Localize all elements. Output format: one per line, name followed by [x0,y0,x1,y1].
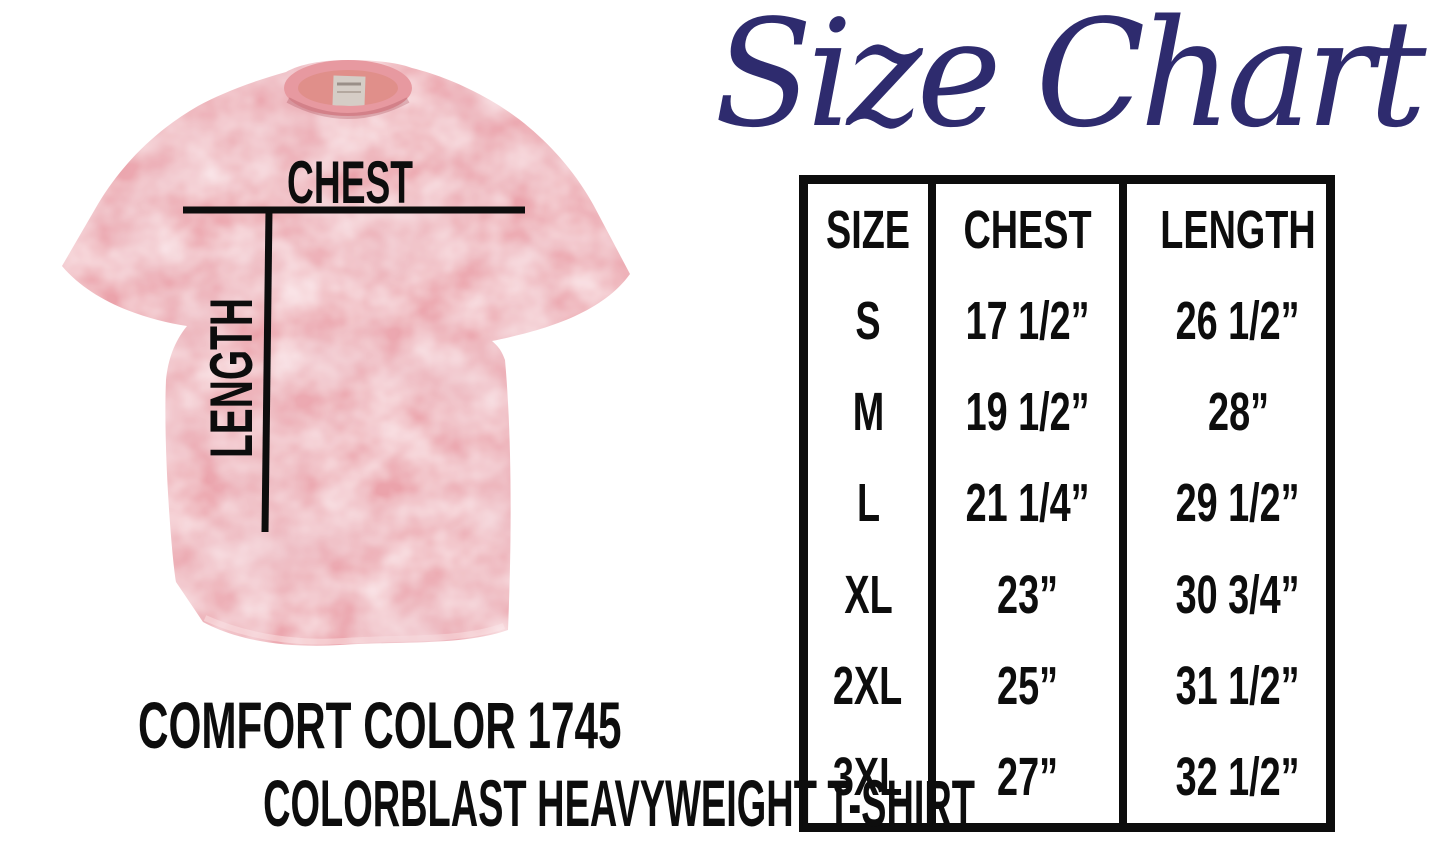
table-cell: 32 1/2” [1176,747,1301,808]
chest-label: CHEST [287,149,413,216]
length-label: LENGTH [198,298,265,458]
tshirt-diagram: CHEST LENGTH [62,60,630,646]
table-column-size: SIZE S M L XL 2XL 3XL [808,184,928,823]
table-cell: 2XL [833,656,903,717]
page-title: Size Chart [714,0,1426,160]
table-cell: 26 1/2” [1176,290,1301,351]
column-header-chest: CHEST [963,199,1092,260]
table-column-chest: CHEST 17 1/2” 19 1/2” 21 1/4” 23” 25” 27… [928,184,1119,823]
column-header-size: SIZE [826,199,911,260]
table-cell: S [855,290,881,351]
table-cell: 29 1/2” [1176,473,1301,534]
table-cell: XL [843,564,893,625]
table-cell: L [856,473,880,534]
column-header-length: LENGTH [1160,199,1316,260]
tshirt-collar [284,60,412,119]
table-cell: 21 1/4” [965,473,1090,534]
product-name-line1: COMFORT COLOR 1745 [138,688,622,762]
table-cell: 17 1/2” [965,290,1090,351]
table-cell: 28” [1207,382,1269,443]
table-cell: M [852,382,884,443]
table-cell: 19 1/2” [965,382,1090,443]
table-column-length: LENGTH 26 1/2” 28” 29 1/2” 30 3/4” 31 1/… [1119,184,1349,823]
table-cell: 27” [997,747,1059,808]
table-cell: 23” [997,564,1059,625]
table-cell: 25” [997,656,1059,717]
table-cell: 3XL [833,747,903,808]
length-measure-line [261,209,273,533]
product-name: COMFORT COLOR 1745 COLORBLAST HEAVYWEIGH… [0,686,975,842]
tshirt-shape [62,60,630,646]
product-name-line2: COLORBLAST HEAVYWEIGHT T-SHIRT [263,766,975,840]
table-cell: 30 3/4” [1176,564,1301,625]
table-cell: 31 1/2” [1176,656,1301,717]
size-chart-table: SIZE S M L XL 2XL 3XL CHEST 17 1/2” 19 1… [799,175,1335,832]
